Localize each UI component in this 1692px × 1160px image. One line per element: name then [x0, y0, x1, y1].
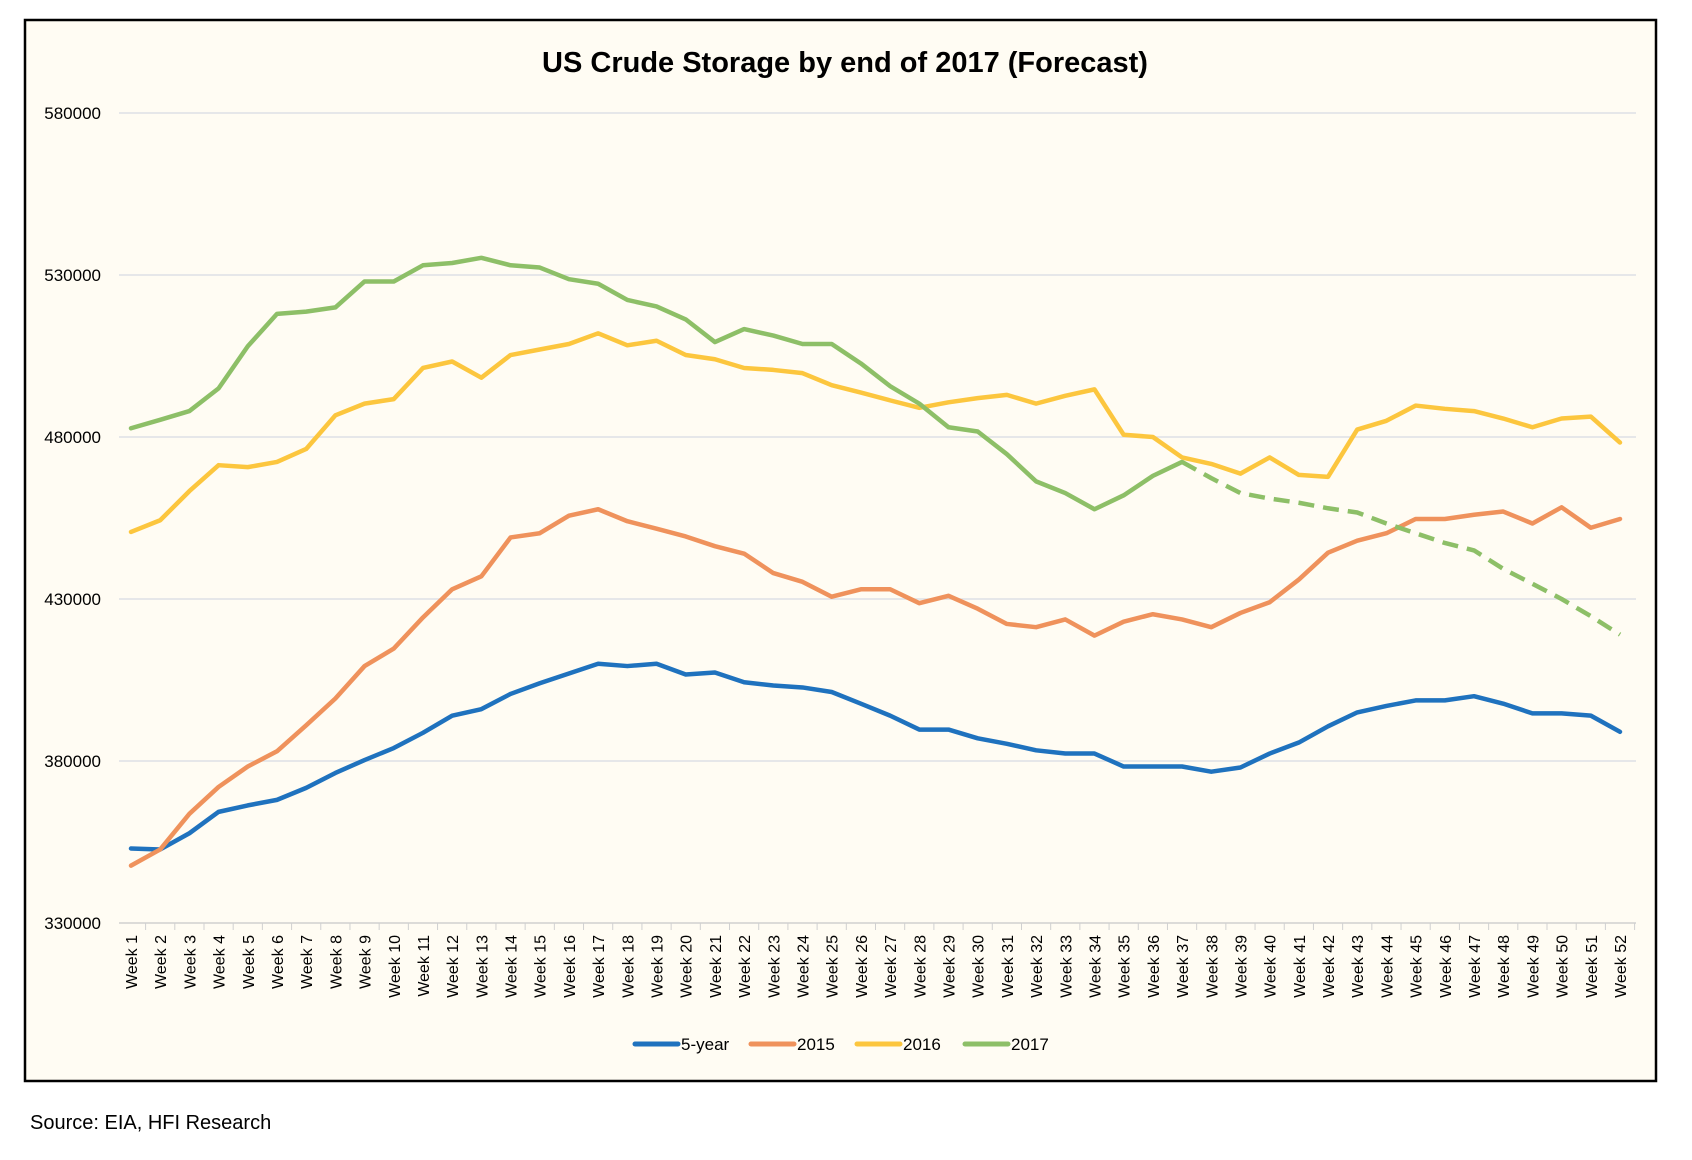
x-tick-label: Week 31: [1000, 935, 1017, 998]
y-axis-ticks: 330000 380000 430000 480000 530000 580000: [44, 104, 101, 933]
y-tick-label: 480000: [44, 428, 101, 447]
y-tick-label: 380000: [44, 752, 101, 771]
x-tick-label: Week 46: [1438, 935, 1455, 998]
x-tick-label: Week 34: [1087, 935, 1104, 998]
x-tick-label: Week 14: [504, 935, 521, 998]
x-tick-label: Week 35: [1117, 935, 1134, 998]
x-tick-label: Week 7: [299, 935, 316, 989]
x-tick-label: Week 24: [796, 935, 813, 998]
gridlines: [119, 112, 1636, 924]
x-tick-label: Week 33: [1058, 935, 1075, 998]
x-tick-label: Week 25: [825, 935, 842, 998]
x-tick-label: Week 1: [124, 935, 141, 989]
legend: 5-year 2015 2016 2017: [632, 1035, 1049, 1054]
x-tick-label: Week 16: [562, 935, 579, 998]
x-tick-label: Week 48: [1496, 935, 1513, 998]
x-tick-label: Week 11: [416, 935, 433, 997]
series-line-2016: [128, 331, 1623, 535]
x-tick-label: Week 28: [912, 935, 929, 998]
x-tick-label: Week 45: [1409, 935, 1426, 998]
legend-label-2017: 2017: [1011, 1035, 1049, 1054]
x-tick-label: Week 27: [883, 935, 900, 998]
chart-title: US Crude Storage by end of 2017 (Forecas…: [542, 47, 1148, 79]
x-tick-label: Week 44: [1379, 935, 1396, 998]
x-tick-label: Week 43: [1350, 935, 1367, 998]
x-tick-label: Week 10: [387, 935, 404, 998]
x-tick-label: Week 6: [270, 935, 287, 989]
legend-label-2015: 2015: [797, 1035, 835, 1054]
x-tick-label: Week 17: [591, 935, 608, 998]
x-tick-label: Week 15: [533, 935, 550, 998]
x-tick-label: Week 49: [1525, 935, 1542, 998]
x-tick-label: Week 40: [1263, 935, 1280, 998]
x-tick-label: Week 47: [1467, 935, 1484, 998]
y-tick-label: 580000: [44, 104, 101, 123]
x-tick-label: Week 29: [941, 935, 958, 998]
y-tick-label: 430000: [44, 590, 101, 609]
legend-label-2016: 2016: [903, 1035, 941, 1054]
y-tick-label: 530000: [44, 266, 101, 285]
x-tick-label: Week 32: [1029, 935, 1046, 998]
x-tick-label: Week 51: [1584, 935, 1601, 998]
x-tick-label: Week 18: [620, 935, 637, 998]
series-line-2017: [128, 255, 1185, 512]
x-tick-label: Week 9: [358, 935, 375, 989]
x-tick-label: Week 41: [1292, 935, 1309, 998]
series-lines: [128, 255, 1623, 868]
x-tick-label: Week 12: [445, 935, 462, 998]
x-tick-label: Week 13: [474, 935, 491, 998]
x-tick-label: Week 21: [708, 935, 725, 998]
series-line-5-year: [128, 661, 1623, 852]
x-tick-label: Week 38: [1204, 935, 1221, 998]
source-note: Source: EIA, HFI Research: [30, 1112, 272, 1134]
legend-label-5-year: 5-year: [681, 1035, 730, 1054]
x-tick-label: Week 3: [182, 935, 199, 989]
x-tick-label: Week 30: [971, 935, 988, 998]
x-tick-label: Week 52: [1613, 935, 1630, 998]
x-tick-label: Week 22: [737, 935, 754, 998]
x-tick-label: Week 26: [854, 935, 871, 998]
chart-frame: [23, 18, 1658, 1083]
series-line-2017-forecast: [1180, 459, 1622, 637]
x-tick-label: Week 8: [328, 935, 345, 989]
x-tick-label: Week 19: [650, 935, 667, 998]
x-tick-label: Week 50: [1555, 935, 1572, 998]
x-tick-label: Week 23: [766, 935, 783, 998]
x-tick-label: Week 42: [1321, 935, 1338, 998]
series-line-2015: [128, 505, 1623, 868]
x-axis-ticks: Week 1 Week 2 Week 3 Week 4 Week 5 Week 6 Week…: [124, 923, 1636, 998]
x-tick-label: Week 4: [212, 935, 229, 989]
x-tick-label: Week 20: [679, 935, 696, 998]
x-tick-label: Week 36: [1146, 935, 1163, 998]
x-tick-label: Week 5: [241, 935, 258, 989]
x-tick-label: Week 37: [1175, 935, 1192, 998]
y-tick-label: 330000: [44, 914, 101, 933]
x-tick-label: Week 2: [153, 935, 170, 989]
x-tick-label: Week 39: [1233, 935, 1250, 998]
